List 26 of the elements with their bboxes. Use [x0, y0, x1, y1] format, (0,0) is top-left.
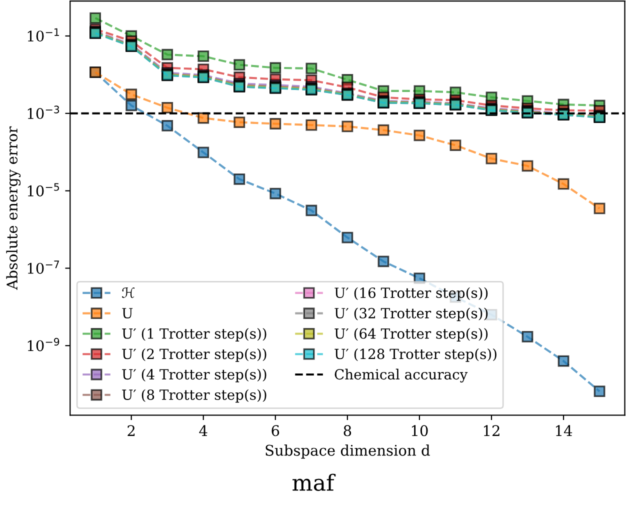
legend-label: U′ (32 Trotter step(s)) — [334, 308, 488, 322]
x-tick-label: 8 — [344, 425, 352, 436]
x-tick-label: 2 — [128, 425, 135, 436]
x-tick-label: 14 — [556, 425, 572, 436]
x-axis-title: Subspace dimension d — [266, 444, 430, 459]
y-axis-title: Absolute energy error — [6, 126, 21, 290]
x-tick-label: 4 — [199, 425, 208, 436]
x-tick-label: 12 — [484, 425, 500, 436]
legend-label: Chemical accuracy — [334, 368, 468, 382]
legend-label: U′ (16 Trotter step(s)) — [334, 287, 488, 301]
legend-label: U′ (1 Trotter step(s)) — [122, 328, 266, 342]
y-tick-label: 10$^{−5}$ — [28, 183, 59, 196]
x-tick-label: 10 — [412, 425, 428, 436]
legend-label: U′ (8 Trotter step(s)) — [122, 389, 266, 403]
legend-label: ℋ — [122, 287, 135, 298]
y-tick-label: 10$^{−9}$ — [28, 338, 60, 352]
legend-label: U — [122, 308, 133, 318]
x-tick-label: 6 — [272, 425, 280, 436]
legend-label: U′ (128 Trotter step(s)) — [334, 348, 496, 362]
y-tick-label: 10$^{−7}$ — [28, 260, 59, 274]
text: maf — [292, 474, 336, 491]
legend-label: U′ (2 Trotter step(s)) — [122, 348, 266, 362]
y-tick-label: 10$^{−1}$ — [28, 28, 59, 42]
y-tick-label: 10$^{−3}$ — [28, 106, 60, 120]
legend-label: U′ (64 Trotter step(s)) — [334, 328, 488, 342]
legend-label: U′ (4 Trotter step(s)) — [122, 368, 266, 382]
